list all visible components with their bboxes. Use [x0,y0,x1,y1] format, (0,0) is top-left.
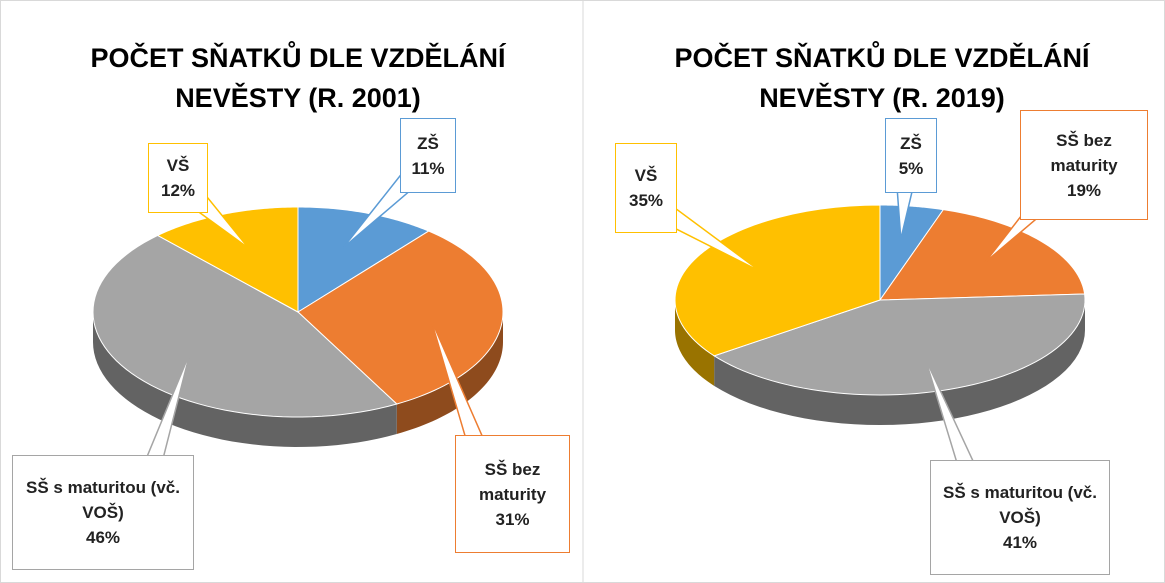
pie-side [396,312,503,435]
category-label: SŠ s maturitou (vč. VOŠ) [26,478,180,522]
data-label: VŠ 35% [615,143,677,233]
chart-title: POČET SŇATKŮ DLE VZDĚLÁNÍ NEVĚSTY (R. 20… [90,43,506,113]
value-label: 5% [898,158,924,178]
pie-slice [92,234,398,418]
value-label: 35% [628,191,664,210]
data-label: SŠ bez maturity 31% [455,435,570,553]
value-label: 41% [1002,533,1038,552]
pie-side [675,300,715,386]
value-label: 19% [1066,180,1102,200]
data-label: SŠ s maturitou (vč. VOŠ) 46% [12,455,194,570]
category-label: SŠ bez maturity [1050,130,1118,175]
pie-slice [879,209,1086,301]
pie-slice [879,204,945,302]
data-label: VŠ 12% [148,143,208,213]
category-label: VŠ [634,166,658,185]
value-label: 12% [160,181,196,200]
category-label: SŠ s maturitou (vč. VOŠ) [943,483,1097,527]
pie-side [714,300,1085,425]
value-label: 11% [411,158,445,178]
value-label: 46% [85,528,121,547]
pie-slice [297,206,430,313]
data-label: ZŠ 11% [400,118,456,193]
category-label: VŠ [166,156,190,175]
data-label: ZŠ 5% [885,118,937,193]
pie-slice [712,293,1086,396]
value-label: 31% [495,509,530,529]
chart-title: POČET SŇATKŮ DLE VZDĚLÁNÍ NEVĚSTY (R. 20… [674,43,1090,113]
pie-slice [297,230,504,405]
pie-slice [674,204,881,357]
category-label: ZŠ [417,133,439,153]
category-label: ZŠ [900,133,922,153]
category-label: SŠ bez maturity [478,459,547,504]
pie-slice [156,206,299,313]
data-label: SŠ s maturitou (vč. VOŠ) 41% [930,460,1110,575]
data-label: SŠ bez maturity 19% [1020,110,1148,220]
